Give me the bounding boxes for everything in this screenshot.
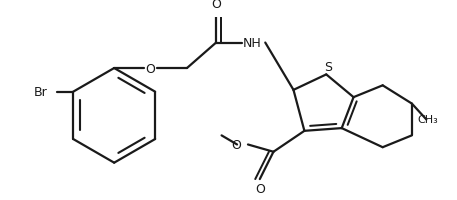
Text: O: O [232, 138, 242, 151]
Text: Br: Br [34, 86, 48, 99]
Text: O: O [146, 62, 155, 75]
Text: NH: NH [243, 37, 262, 50]
Text: S: S [324, 60, 332, 73]
Text: CH₃: CH₃ [418, 115, 439, 125]
Text: O: O [211, 0, 221, 11]
Text: O: O [255, 182, 265, 195]
